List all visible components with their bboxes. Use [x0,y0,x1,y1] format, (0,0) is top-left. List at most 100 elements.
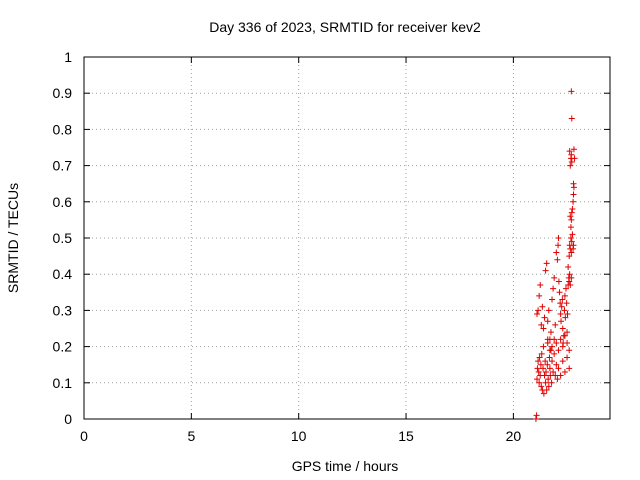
data-point [534,311,541,318]
x-tick-label: 0 [80,428,88,444]
y-tick-label: 0.5 [53,230,73,246]
data-point [548,379,555,386]
y-tick-label: 0.2 [53,339,73,355]
data-point [568,158,575,165]
data-point [540,343,547,350]
data-point [568,249,575,256]
data-point [564,329,571,336]
data-point [556,289,563,296]
data-point [542,267,549,274]
data-point [570,191,577,198]
grid-layer [84,57,610,419]
data-point [535,358,542,365]
data-point [567,235,574,241]
y-tick-label: 0.8 [53,121,73,137]
data-point [534,365,541,372]
data-point [538,350,545,357]
data-point [555,347,562,354]
data-point [532,416,539,422]
data-point [551,350,558,357]
data-point [557,311,564,318]
x-tick-label: 20 [506,428,522,444]
chart-title: Day 336 of 2023, SRMTID for receiver kev… [209,19,481,35]
data-point [549,358,556,365]
data-point [568,151,575,158]
data-point [538,383,545,390]
data-point [543,260,550,267]
data-point [570,198,577,205]
data-point [538,321,545,328]
data-point [561,368,568,375]
data-point [544,361,551,368]
data-point [547,329,554,336]
data-point [541,314,548,321]
data-point [566,365,573,372]
data-point [543,368,550,375]
data-point [571,155,578,162]
data-point [557,372,564,379]
data-point [545,307,552,314]
x-tick-label: 10 [291,428,307,444]
data-point [568,274,575,281]
data-point [544,318,551,325]
data-point [566,271,573,278]
data-point [559,325,566,332]
data-point [537,282,544,289]
data-point [549,343,556,350]
data-point [537,361,544,368]
data-point [567,282,574,289]
data-point [568,238,575,245]
data-point [568,115,575,122]
data-point [561,332,568,339]
data-point [546,347,553,354]
data-point [568,209,575,216]
data-point [552,321,559,328]
data-point [565,263,572,270]
data-point [539,303,546,310]
data-point [558,318,565,325]
data-point [553,339,560,346]
data-point [568,216,575,223]
data-point [551,274,558,281]
data-point [569,206,576,213]
y-axis-label: SRMTID / TECUs [5,183,21,293]
plot-frame [83,56,611,420]
data-point [536,292,543,299]
data-point [566,253,573,260]
data-point [550,285,557,292]
data-point [553,249,560,256]
data-point [558,303,565,310]
y-tick-label: 1 [64,49,72,65]
data-point [557,336,564,343]
y-tick-label: 0.4 [53,266,73,282]
data-point [546,354,553,361]
data-point [555,365,562,372]
data-point [533,412,540,419]
data-point [562,314,569,321]
data-point [567,213,574,220]
data-point [544,339,551,346]
data-point [540,325,547,332]
tick-layer: 00.10.20.30.40.50.60.70.80.910 5 10 15 20 [53,49,610,444]
data-point [542,358,549,365]
data-point [543,387,550,394]
x-tick-label: 15 [398,428,414,444]
data-point [557,300,564,307]
data-point [540,365,547,372]
data-point [570,146,577,153]
data-point [536,379,543,386]
data-point [555,278,562,285]
y-tick-label: 0.7 [53,158,73,174]
data-point [535,307,542,314]
y-tick-label: 0.6 [53,194,73,210]
data-point [561,292,568,299]
data-point [545,383,552,390]
data-point [561,307,568,314]
data-point [570,180,577,187]
data-point [536,354,543,361]
data-point [545,376,552,383]
data-point [563,300,570,307]
data-point [552,372,559,379]
data-point [564,354,571,361]
